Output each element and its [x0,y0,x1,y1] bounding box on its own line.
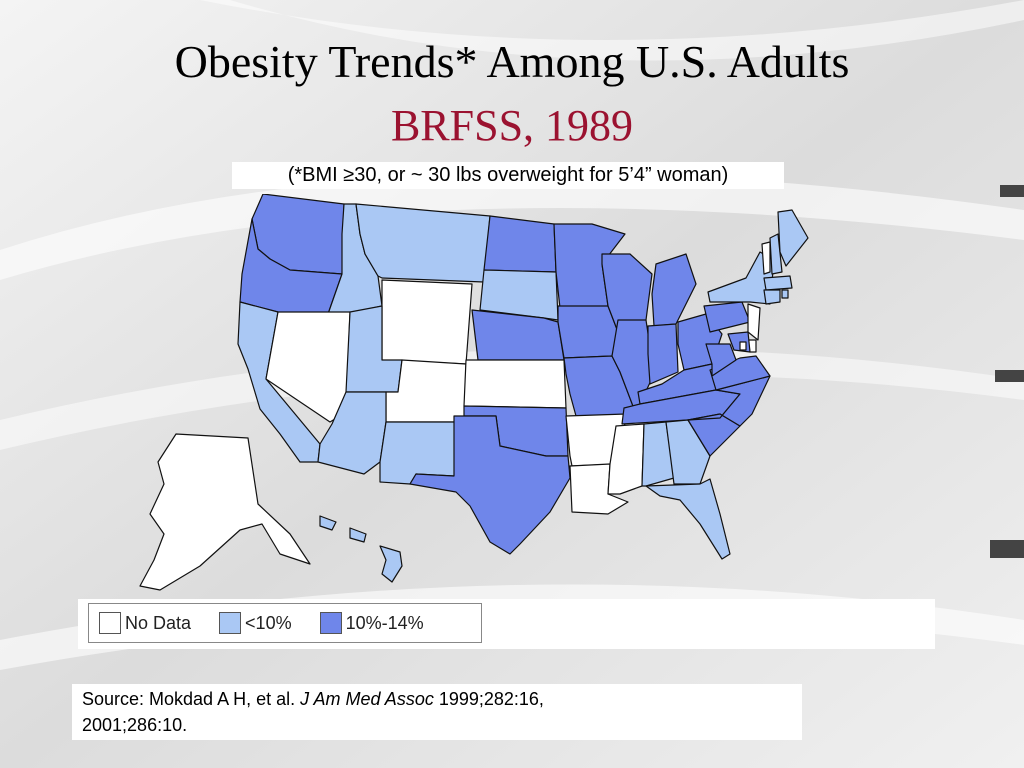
state-me [777,209,809,267]
legend-label: No Data [125,612,192,633]
state-wy [381,279,473,365]
state-dc [739,341,747,351]
state-nj [747,303,761,341]
edge-mark [1000,185,1024,197]
state-in [647,323,679,385]
state-mt [355,203,491,283]
state-nd [483,215,557,273]
source-journal: J Am Med Assoc [300,689,434,709]
state-mi [651,253,697,327]
state-ia [557,305,619,359]
us-map-container [80,194,930,604]
state-fl [645,478,731,560]
bmi-footnote: (*BMI ≥30, or ~ 30 lbs overweight for 5’… [232,162,784,189]
slide-title: Obesity Trends* Among U.S. Adults [174,36,850,87]
us-obesity-map [139,194,809,591]
state-ct [763,289,781,305]
slide-subtitle: BRFSS, 1989 [390,101,634,150]
legend-item-no-data: No Data [99,612,191,634]
legend-swatch [99,612,121,634]
map-legend: No Data <10% 10%-14% [88,603,482,643]
legend-label: <10% [245,612,292,633]
state-ks [463,359,567,409]
source-citation: Source: Mokdad A H, et al. J Am Med Asso… [72,684,802,740]
state-tx [409,415,571,555]
source-line2: 2001;286:10. [82,715,188,735]
source-prefix: Source: Mokdad A H, et al. [82,689,301,709]
legend-swatch [319,612,342,634]
legend-item-lt10: <10% [219,612,292,634]
source-suffix: 1999;282:16, [433,689,544,709]
state-ga [665,419,711,485]
state-ak [139,433,311,591]
state-ma [763,275,793,291]
state-az [317,391,387,475]
state-wv [705,343,737,377]
state-pa [703,301,751,333]
state-hi [319,515,403,583]
state-vt [761,241,771,275]
state-sd [479,269,559,321]
legend-panel: No Data <10% 10%-14% [78,599,935,649]
state-ri [781,289,789,299]
legend-swatch [219,612,242,634]
edge-mark [990,540,1024,558]
edge-mark [995,370,1024,382]
state-nc [687,375,771,427]
state-al [641,421,675,487]
legend-item-10-14: 10%-14% [319,612,424,634]
legend-label: 10%-14% [345,612,424,633]
